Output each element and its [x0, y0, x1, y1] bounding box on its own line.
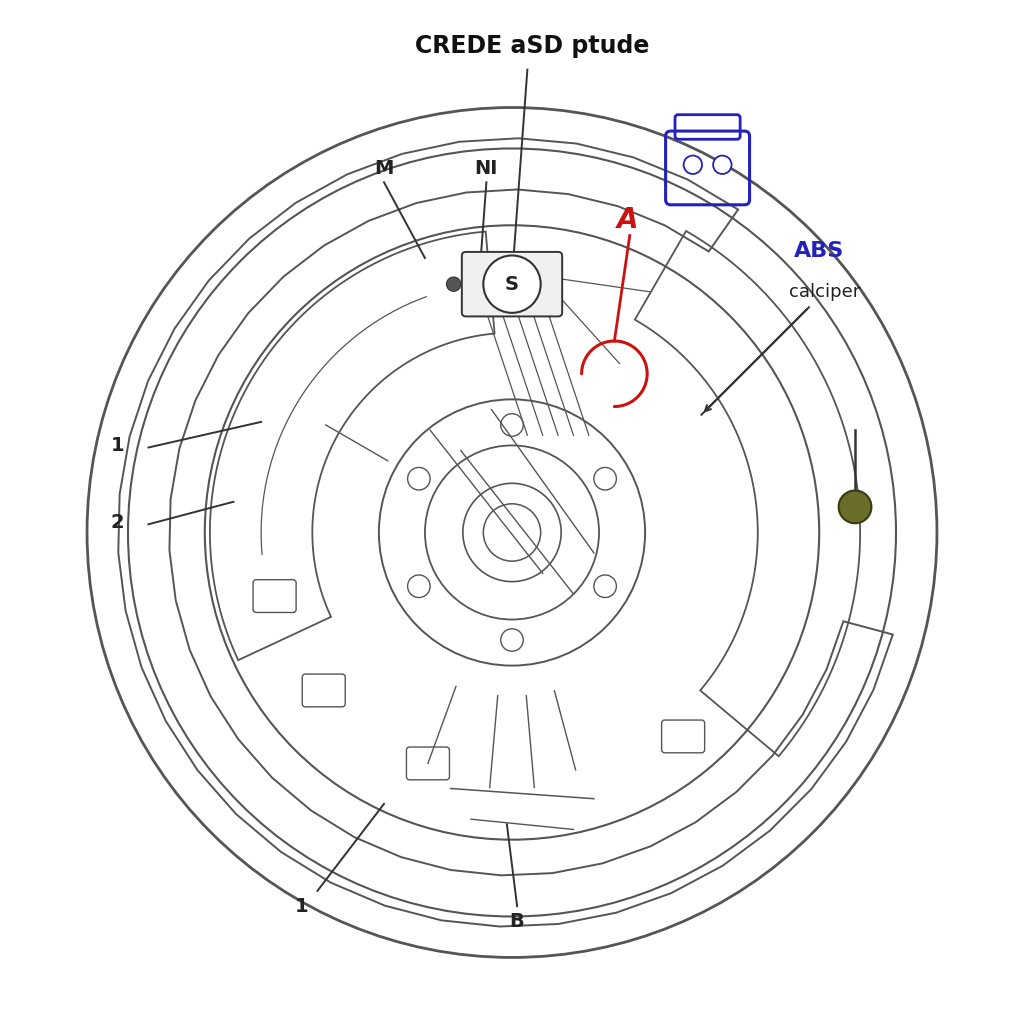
Text: 1: 1: [295, 897, 309, 915]
Text: A: A: [617, 206, 638, 234]
FancyBboxPatch shape: [462, 252, 562, 316]
Circle shape: [713, 156, 731, 174]
Text: CREDE aSD ptude: CREDE aSD ptude: [416, 34, 649, 58]
Text: S: S: [505, 274, 519, 294]
Circle shape: [839, 490, 871, 523]
Text: NI: NI: [475, 160, 498, 178]
Text: 1: 1: [111, 436, 125, 455]
Circle shape: [684, 156, 702, 174]
Text: ABS: ABS: [794, 241, 845, 261]
Text: 2: 2: [111, 513, 125, 531]
Circle shape: [446, 278, 461, 292]
Text: calciper: calciper: [788, 283, 860, 301]
Text: B: B: [510, 912, 524, 931]
Circle shape: [483, 256, 541, 313]
Text: M: M: [375, 160, 393, 178]
